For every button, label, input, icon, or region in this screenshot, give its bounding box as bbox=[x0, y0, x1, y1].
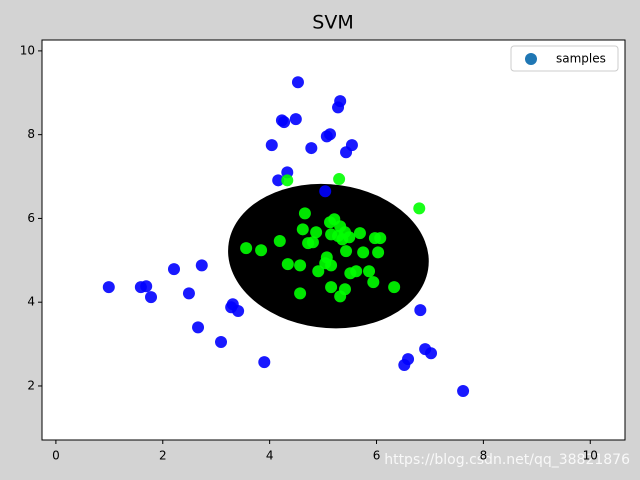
point bbox=[340, 245, 353, 258]
point bbox=[413, 202, 426, 215]
point bbox=[343, 231, 356, 244]
y-tick-label: 2 bbox=[27, 378, 35, 392]
point bbox=[294, 259, 307, 272]
point bbox=[140, 280, 153, 293]
point bbox=[281, 258, 294, 271]
y-tick-label: 10 bbox=[20, 43, 35, 57]
point bbox=[372, 246, 385, 259]
point bbox=[291, 76, 304, 89]
point bbox=[192, 321, 205, 334]
legend-label: samples bbox=[556, 52, 606, 66]
point bbox=[298, 207, 311, 220]
point bbox=[273, 235, 286, 248]
legend-box bbox=[510, 45, 619, 72]
point bbox=[334, 290, 347, 303]
point bbox=[457, 384, 470, 397]
watermark: https://blog.csdn.net/qq_38821876 bbox=[384, 452, 630, 468]
point bbox=[325, 281, 338, 294]
point bbox=[363, 265, 376, 278]
point bbox=[167, 263, 180, 276]
point bbox=[340, 146, 353, 159]
point bbox=[312, 265, 325, 278]
point bbox=[306, 236, 319, 249]
point bbox=[332, 101, 345, 114]
point bbox=[294, 287, 307, 300]
point bbox=[324, 128, 337, 141]
point bbox=[319, 185, 332, 198]
point bbox=[215, 335, 228, 348]
point bbox=[333, 173, 346, 186]
marks-layer bbox=[102, 76, 470, 397]
y-tick-label: 8 bbox=[27, 127, 35, 141]
point bbox=[272, 174, 285, 187]
point bbox=[357, 246, 370, 259]
point bbox=[325, 259, 338, 272]
point bbox=[398, 359, 411, 372]
point bbox=[182, 287, 195, 300]
point bbox=[255, 244, 268, 257]
plot-frame bbox=[41, 39, 626, 441]
x-tick-label: 0 bbox=[52, 449, 60, 463]
point bbox=[102, 281, 115, 294]
legend: samples bbox=[510, 45, 619, 72]
point bbox=[281, 174, 294, 187]
point bbox=[145, 291, 158, 304]
point bbox=[310, 226, 323, 239]
x-tick-label: 8 bbox=[480, 449, 488, 463]
x-tick-label: 4 bbox=[266, 449, 274, 463]
point bbox=[289, 113, 302, 126]
legend-marker bbox=[525, 53, 537, 65]
x-tick-label: 6 bbox=[373, 449, 381, 463]
point bbox=[388, 281, 401, 294]
x-tick-label: 2 bbox=[159, 449, 167, 463]
point bbox=[367, 276, 380, 289]
point bbox=[195, 259, 208, 272]
point bbox=[374, 232, 387, 245]
point bbox=[258, 356, 271, 369]
point bbox=[414, 304, 427, 317]
point bbox=[425, 347, 438, 360]
point bbox=[353, 227, 366, 240]
chart-title: SVM bbox=[312, 12, 353, 34]
point bbox=[296, 223, 309, 236]
point bbox=[278, 116, 291, 129]
point bbox=[305, 142, 318, 155]
x-tick-label: 10 bbox=[583, 449, 598, 463]
y-tick-label: 4 bbox=[27, 295, 35, 309]
point bbox=[232, 304, 245, 317]
y-tick-label: 6 bbox=[27, 211, 35, 225]
point bbox=[265, 139, 278, 152]
point bbox=[350, 265, 363, 278]
point bbox=[240, 242, 253, 255]
